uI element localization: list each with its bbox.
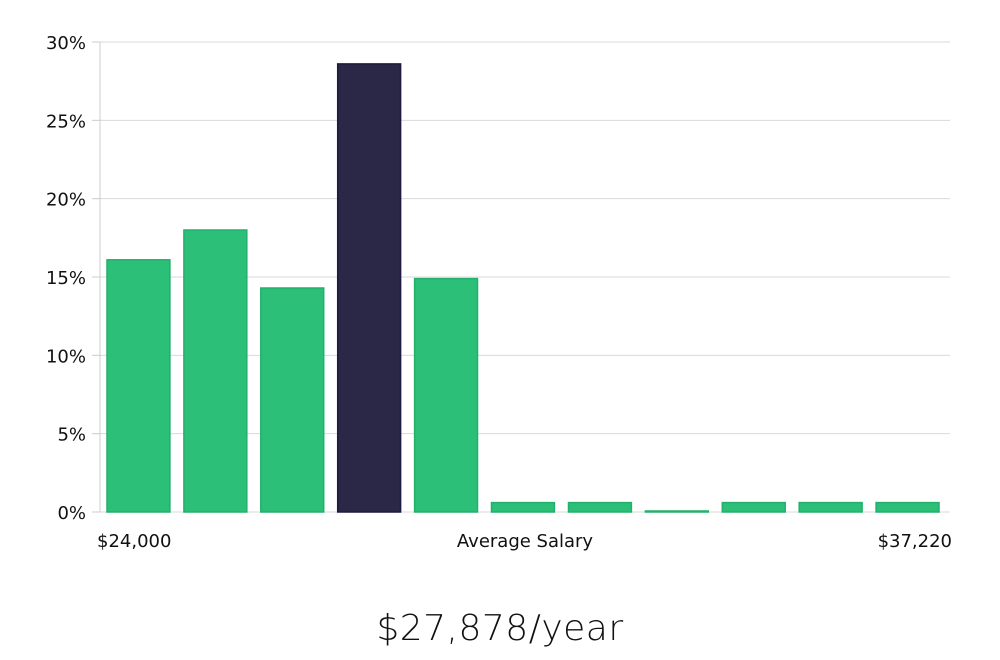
y-tick-label: 0%: [57, 503, 86, 524]
y-axis-ticks: 0% 5% 10% 15% 20% 25% 30%: [46, 33, 100, 524]
y-tick-label: 20%: [46, 190, 86, 211]
histogram-svg: 0% 5% 10% 15% 20% 25% 30% $24,000 Average Sala…: [46, 33, 952, 552]
salary-histogram: 0% 5% 10% 15% 20% 25% 30% $24,000 Average Sala…: [46, 33, 952, 552]
bar: [106, 259, 171, 513]
x-axis-title: Average Salary: [457, 531, 594, 552]
y-tick-label: 15%: [46, 268, 86, 289]
bar: [260, 287, 325, 513]
y-tick-label: 25%: [46, 111, 86, 132]
average-salary-value: $27,878/year: [376, 608, 624, 649]
bar: [721, 501, 786, 513]
bar: [798, 501, 863, 513]
bar: [875, 501, 940, 513]
bar: [567, 501, 633, 513]
y-tick-label: 10%: [46, 346, 86, 367]
bar: [183, 229, 248, 513]
y-tick-label: 30%: [46, 33, 86, 54]
bar-highlighted: [336, 63, 402, 513]
x-min-label: $24,000: [97, 531, 171, 552]
bar: [644, 510, 710, 513]
bars: [106, 63, 940, 513]
bar: [490, 501, 556, 513]
x-max-label: $37,220: [878, 531, 952, 552]
bar: [413, 277, 479, 513]
y-tick-label: 5%: [57, 425, 86, 446]
